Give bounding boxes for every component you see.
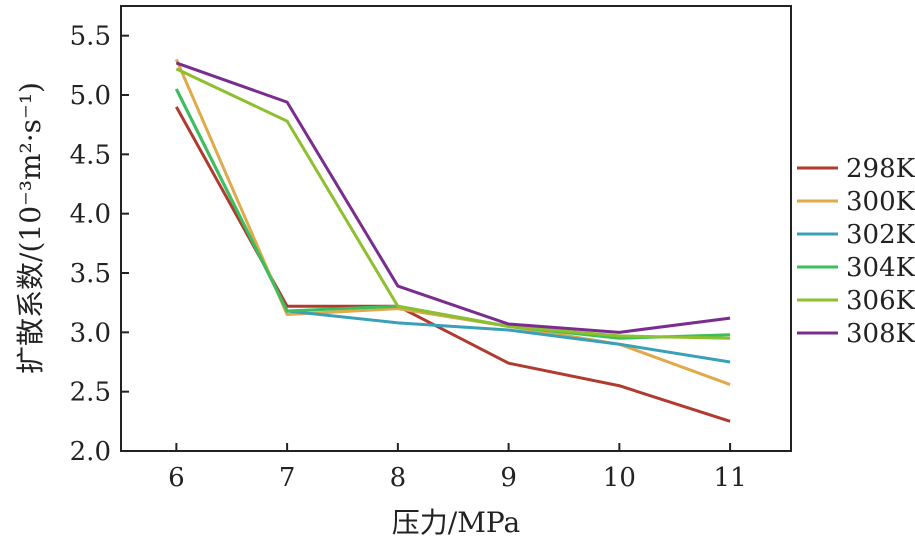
series-line-308K [175,61,731,334]
y-tick-label: 5.5 [70,22,111,52]
y-axis-ticks: 2.0 2.5 3.0 3.5 4.0 4.5 5.0 5.5 [70,22,129,467]
plot-area [120,5,792,452]
legend-label: 304K [846,253,915,283]
x-tick-label: 11 [714,463,747,493]
y-tick-label: 3.5 [70,259,111,289]
series-lines [174,58,731,423]
legend-label: 308K [846,319,915,349]
x-tick-label: 8 [390,463,407,493]
legend-label: 302K [846,220,915,250]
series-line-306K [175,67,731,340]
y-tick-label: 3.0 [70,318,111,348]
y-tick-label: 4.0 [70,200,111,230]
x-axis-title: 压力/MPa [392,506,520,539]
x-tick-label: 9 [500,463,517,493]
x-tick-label: 7 [279,463,296,493]
x-tick-label: 10 [603,463,636,493]
x-axis-ticks: 6 7 8 9 10 11 [168,443,747,493]
y-tick-label: 5.0 [70,81,111,111]
x-tick-label: 6 [168,463,185,493]
y-tick-label: 4.5 [70,140,111,170]
legend-label: 298K [846,154,915,184]
y-tick-label: 2.5 [70,378,111,408]
legend-label: 306K [846,286,915,316]
y-axis-title: 扩散系数/(10⁻³m²·s⁻¹) [14,82,47,374]
y-tick-label: 2.0 [70,437,111,467]
legend-label: 300K [846,187,915,217]
